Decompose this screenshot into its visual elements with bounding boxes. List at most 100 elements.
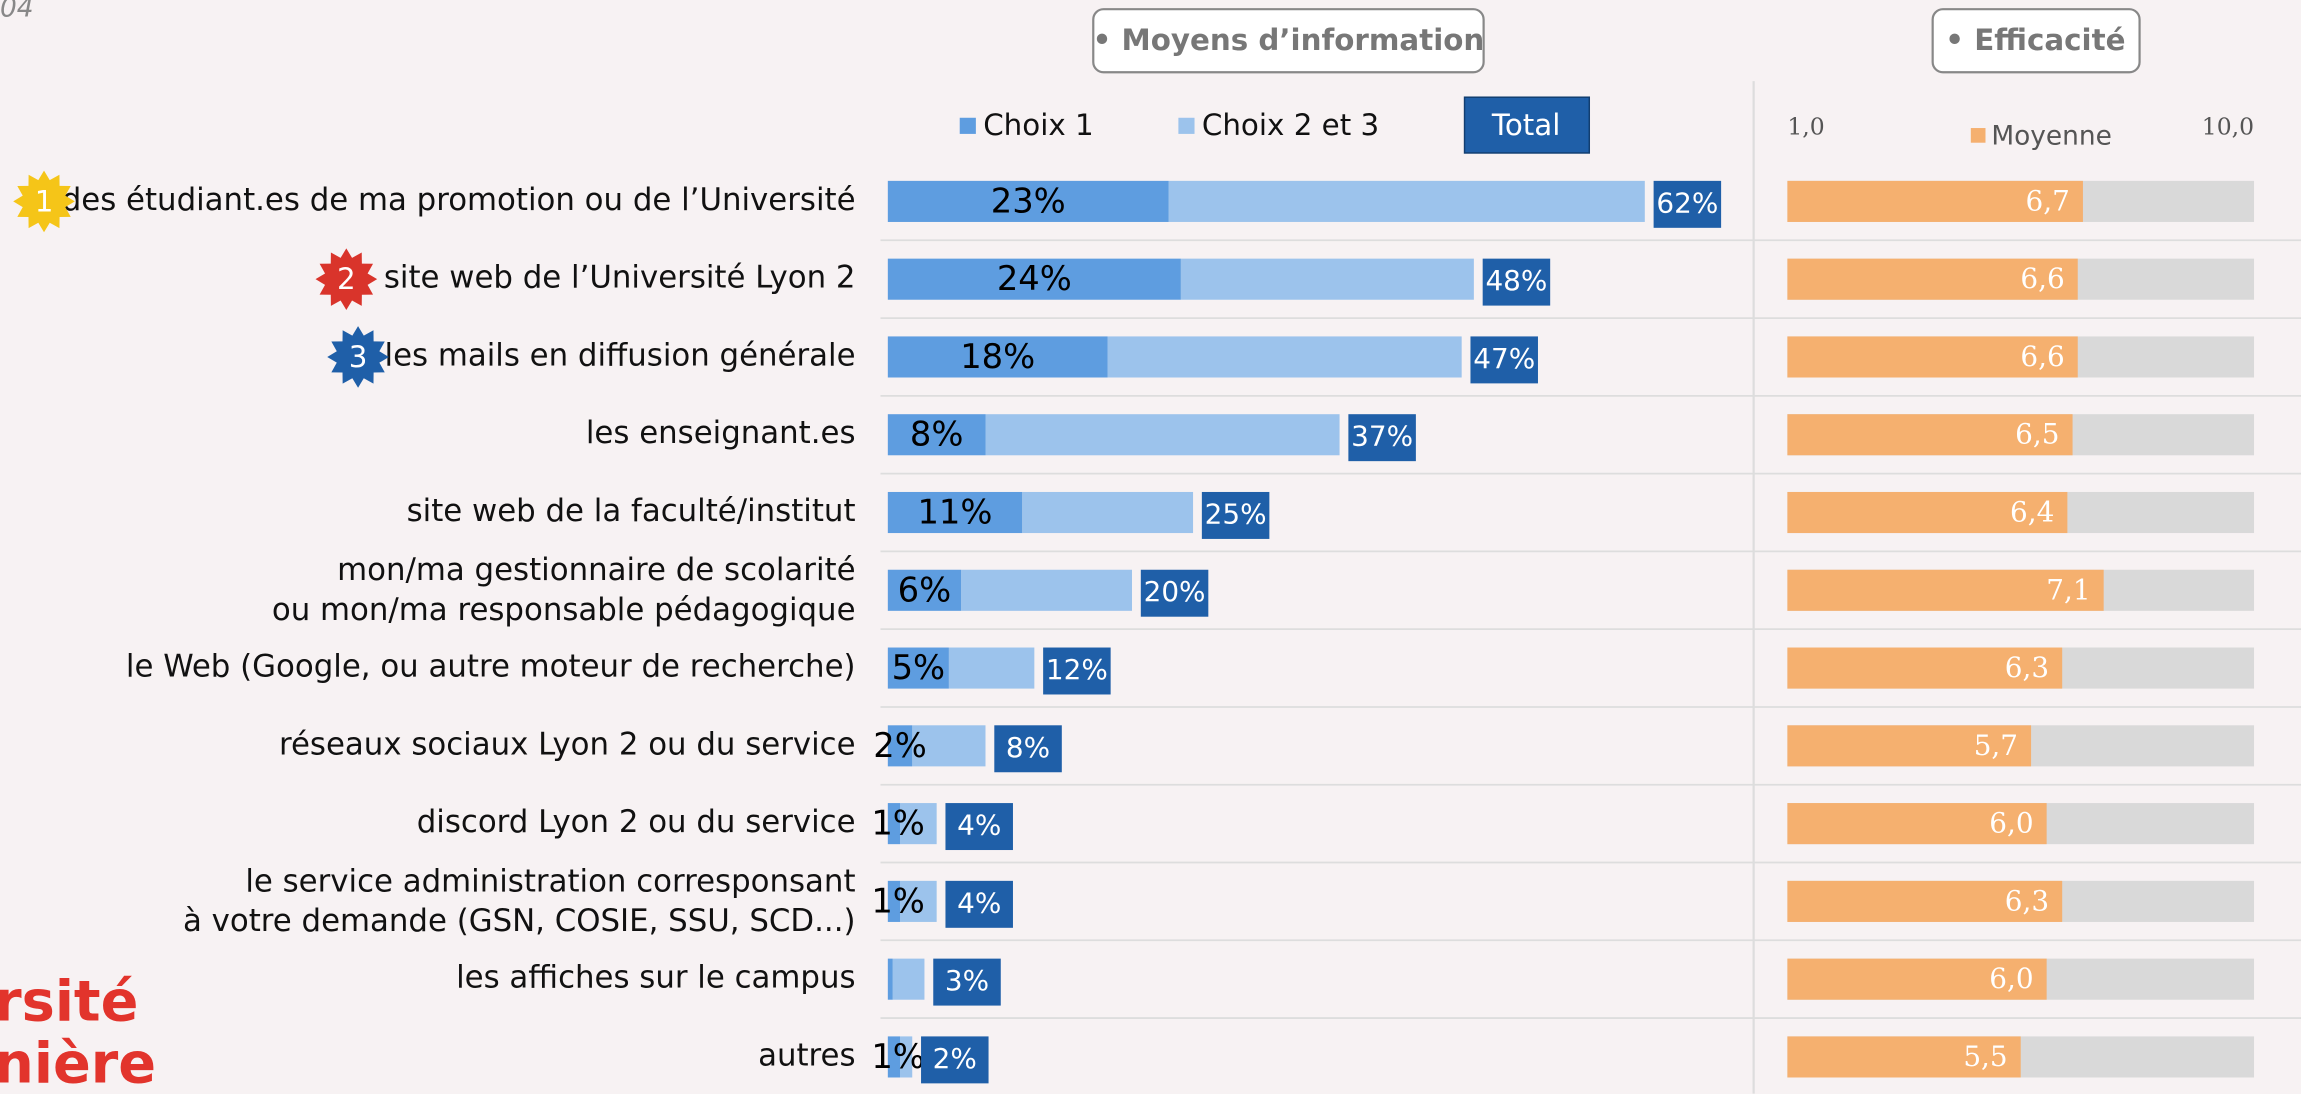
category-label: discord Lyon 2 ou du service xyxy=(417,804,856,840)
data-label: 18% xyxy=(960,337,1035,376)
bar xyxy=(1787,1036,2021,1078)
data-label: 3% xyxy=(945,964,989,997)
category-label: le Web (Google, ou autre moteur de reche… xyxy=(126,649,856,685)
bar xyxy=(887,414,986,456)
data-label: 6,3 xyxy=(2005,651,2049,684)
category-label: réseaux sociaux Lyon 2 ou du service xyxy=(279,726,856,762)
bar xyxy=(892,958,925,1000)
category-label: site web de la faculté/institut xyxy=(407,493,856,529)
bar xyxy=(1787,880,2063,922)
panel-frame xyxy=(1931,8,2141,74)
data-label: 1% xyxy=(871,881,925,920)
bar xyxy=(948,647,1035,689)
data-label: 6,0 xyxy=(1989,962,2033,995)
data-label: 4% xyxy=(957,809,1001,842)
category-label: le service administration corresponsant à… xyxy=(183,863,856,939)
data-label: 6,3 xyxy=(2005,884,2049,917)
data-label: 6,4 xyxy=(2010,495,2054,528)
bar xyxy=(887,1036,901,1078)
bar xyxy=(1787,647,2063,689)
total-box xyxy=(933,958,1001,1006)
data-label: 5% xyxy=(892,648,946,687)
data-label: 8% xyxy=(1006,731,1050,764)
bar xyxy=(1180,258,1474,300)
page-number: 04 xyxy=(0,0,34,24)
data-label: 5,5 xyxy=(1963,1040,2007,1073)
bar xyxy=(887,725,913,767)
bar xyxy=(1787,725,2032,767)
rank-badge xyxy=(327,326,389,388)
data-label: 20% xyxy=(1144,575,1206,608)
data-label: 4% xyxy=(957,886,1001,919)
rank-badge xyxy=(315,248,378,311)
legend-swatch xyxy=(959,117,976,134)
bar xyxy=(1787,414,2073,456)
total-box xyxy=(1470,336,1538,384)
data-label: 5,7 xyxy=(1974,729,2018,762)
total-box xyxy=(1201,491,1270,539)
bar xyxy=(1787,180,2083,222)
total-box xyxy=(1653,180,1722,228)
bar xyxy=(887,569,962,611)
bar xyxy=(1787,491,2068,534)
data-label: 6,5 xyxy=(2015,418,2059,451)
total-box xyxy=(1348,414,1416,462)
bar xyxy=(1787,958,2047,1000)
bar xyxy=(900,803,937,845)
rank-label: 3 xyxy=(349,340,368,374)
category-label: site web de l’Université Lyon 2 xyxy=(384,260,856,296)
bar xyxy=(887,880,901,922)
category-label: les mails en diffusion générale xyxy=(385,337,856,373)
bar xyxy=(887,258,1181,300)
bar xyxy=(887,803,901,845)
data-label: 6% xyxy=(898,570,952,609)
bar xyxy=(1787,569,2104,611)
bar xyxy=(1168,180,1645,222)
rank-badge xyxy=(13,170,75,233)
legend-swatch xyxy=(1463,96,1591,154)
data-label: 7,1 xyxy=(2046,573,2090,606)
bar xyxy=(887,958,893,1000)
rank-label: 2 xyxy=(337,262,356,296)
category-label: les affiches sur le campus xyxy=(456,960,855,996)
category-label: autres xyxy=(758,1037,855,1073)
data-label: 2% xyxy=(933,1042,977,1075)
logo-line: nière xyxy=(0,1031,156,1094)
bar xyxy=(1787,258,2078,300)
panel-title: • Moyens d’information xyxy=(1093,23,1485,57)
bar xyxy=(900,880,937,922)
legend-label: Choix 2 et 3 xyxy=(1202,108,1379,142)
bar xyxy=(1787,803,2047,845)
data-label: 23% xyxy=(991,181,1066,220)
legend-swatch xyxy=(1970,128,1986,143)
bar xyxy=(900,1036,913,1078)
data-label: 2% xyxy=(873,726,927,765)
bar xyxy=(961,569,1133,611)
bar xyxy=(887,647,949,689)
data-label: 6,6 xyxy=(2020,262,2064,295)
panel-title: • Efficacité xyxy=(1945,23,2125,57)
bar xyxy=(887,336,1108,378)
category-label: des étudiant.es de ma promotion ou de l’… xyxy=(62,182,856,218)
data-label: 6,6 xyxy=(2020,340,2064,373)
bar xyxy=(887,180,1169,222)
data-label: 1% xyxy=(871,804,925,843)
total-box xyxy=(994,725,1062,773)
category-label: les enseignant.es xyxy=(586,415,856,451)
category-label: mon/ma gestionnaire de scolarité ou mon/m… xyxy=(272,552,856,628)
bar xyxy=(887,491,1023,534)
data-label: 12% xyxy=(1046,653,1108,686)
rank-label: 1 xyxy=(35,184,54,218)
legend-label: Total xyxy=(1491,108,1560,142)
data-label: 1% xyxy=(871,1037,925,1076)
total-box xyxy=(921,1036,989,1084)
data-label: 6,7 xyxy=(2026,184,2070,217)
total-box xyxy=(1043,647,1111,695)
bar xyxy=(912,725,986,767)
total-box xyxy=(1482,258,1551,306)
data-label: 11% xyxy=(917,492,992,531)
x-tick-label: 10,0 xyxy=(2202,113,2254,141)
legend-label: Choix 1 xyxy=(983,108,1094,142)
data-label: 37% xyxy=(1351,420,1413,453)
